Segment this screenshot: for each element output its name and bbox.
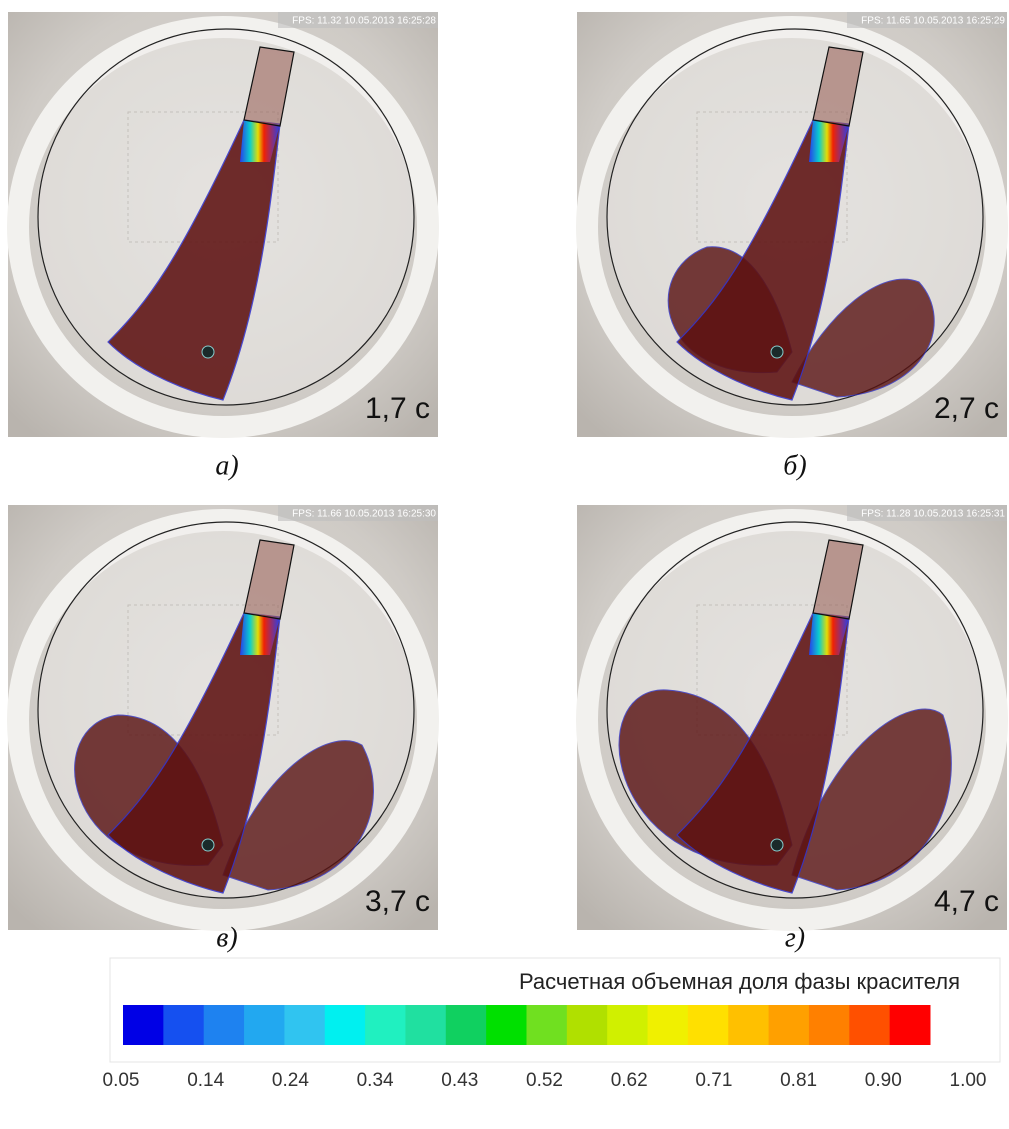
colorbar-segment — [405, 1005, 446, 1045]
colorbar-segment — [567, 1005, 608, 1045]
overlay-text: FPS: 11.32 10.05.2013 16:25:28 — [292, 16, 436, 27]
colorbar-segment — [527, 1005, 568, 1045]
colorbar-tick-label: 0.14 — [187, 1070, 224, 1091]
panel-caption: г) — [785, 922, 805, 953]
colorbar-segment — [446, 1005, 487, 1045]
photo-panel: FPS: 11.32 10.05.2013 16:25:28 1,7 с — [8, 12, 438, 437]
colorbar-segment — [769, 1005, 810, 1045]
colorbar-tick-label: 0.81 — [780, 1070, 817, 1091]
time-label: 3,7 с — [365, 885, 430, 918]
colorbar-segment — [123, 1005, 164, 1045]
figure: Расчетная объемная доля фазы красителя F… — [0, 0, 1009, 1124]
photo-panel: FPS: 11.65 10.05.2013 16:25:29 2,7 с — [577, 12, 1007, 437]
page: {"panels": [ {"overlay": "FPS: 11.32 10.… — [0, 0, 1009, 1124]
overlay-text: FPS: 11.66 10.05.2013 16:25:30 — [292, 509, 436, 520]
colorbar-segment — [809, 1005, 850, 1045]
colorbar-segment — [486, 1005, 527, 1045]
colorbar-tick-label: 0.34 — [357, 1070, 394, 1091]
colorbar-tick-label: 0.62 — [611, 1070, 648, 1091]
probe — [771, 346, 783, 358]
colorbar-tick-label: 0.71 — [695, 1070, 732, 1091]
colorbar-segment — [648, 1005, 689, 1045]
probe — [771, 839, 783, 851]
overlay-text: FPS: 11.65 10.05.2013 16:25:29 — [861, 16, 1005, 27]
colorbar-segment — [728, 1005, 769, 1045]
colorbar-segment — [284, 1005, 325, 1045]
photo-panel: FPS: 11.28 10.05.2013 16:25:31 4,7 с — [577, 505, 1007, 930]
legend-title: Расчетная объемная доля фазы красителя — [519, 969, 960, 994]
colorbar-segment — [163, 1005, 204, 1045]
colorbar-segment — [849, 1005, 890, 1045]
time-label: 4,7 с — [934, 885, 999, 918]
time-label: 2,7 с — [934, 392, 999, 425]
colorbar-segment — [365, 1005, 406, 1045]
panel-caption: в) — [216, 922, 237, 953]
colorbar-segment — [244, 1005, 285, 1045]
colorbar-segment — [325, 1005, 366, 1045]
probe — [202, 346, 214, 358]
time-label: 1,7 с — [365, 392, 430, 425]
colorbar-segment — [688, 1005, 729, 1045]
colorbar-segment — [890, 1005, 931, 1045]
photo-panel: FPS: 11.66 10.05.2013 16:25:30 3,7 с — [8, 505, 438, 930]
panel-caption: б) — [783, 450, 806, 481]
panel-caption: а) — [215, 450, 238, 481]
colorbar-tick-label: 0.24 — [272, 1070, 309, 1091]
overlay-text: FPS: 11.28 10.05.2013 16:25:31 — [861, 509, 1005, 520]
probe — [202, 839, 214, 851]
colorbar-tick-label: 1.00 — [950, 1070, 987, 1091]
colorbar-segment — [607, 1005, 648, 1045]
colorbar-segment — [204, 1005, 245, 1045]
colorbar-tick-label: 0.52 — [526, 1070, 563, 1091]
colorbar-tick-label: 0.43 — [441, 1070, 478, 1091]
colorbar-tick-label: 0.90 — [865, 1070, 902, 1091]
colorbar-tick-label: 0.05 — [103, 1070, 140, 1091]
